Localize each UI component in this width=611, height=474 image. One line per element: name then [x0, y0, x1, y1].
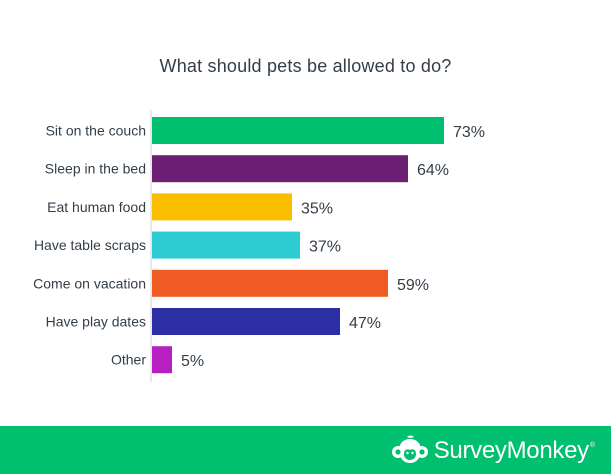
- chart-title: What should pets be allowed to do?: [159, 56, 452, 76]
- value-label: 64%: [417, 162, 449, 179]
- value-label: 47%: [349, 315, 381, 332]
- bar: [152, 269, 388, 297]
- category-label: Have table scraps: [34, 237, 146, 253]
- category-label: Other: [111, 352, 146, 368]
- category-label: Sleep in the bed: [45, 161, 146, 177]
- brand-logo[interactable]: SurveyMonkey ®: [390, 434, 595, 468]
- category-label: Have play dates: [46, 314, 146, 330]
- bar: [152, 117, 444, 144]
- value-label: 73%: [453, 124, 485, 141]
- bar: [152, 308, 340, 335]
- bar: [152, 346, 172, 374]
- value-label: 5%: [181, 353, 204, 370]
- bar: [152, 155, 408, 183]
- category-label: Sit on the couch: [46, 123, 146, 139]
- value-label: 59%: [397, 277, 429, 294]
- surveymonkey-logo-icon: [391, 435, 428, 463]
- bars-group: Sit on the couch 73% Sleep in the bed 64% Ea…: [33, 117, 485, 374]
- bar: [152, 193, 292, 221]
- brand-name: SurveyMonkey: [433, 437, 589, 464]
- brand-registered-mark: ®: [589, 442, 595, 449]
- footer-bar: SurveyMonkey ®: [0, 426, 611, 474]
- value-label: 37%: [309, 239, 341, 256]
- category-label: Come on vacation: [33, 275, 146, 291]
- category-label: Eat human food: [47, 199, 146, 215]
- bar: [152, 231, 300, 259]
- bar-chart: Sit on the couch 73% Sleep in the bed 64% Ea…: [33, 110, 485, 382]
- value-label: 35%: [301, 200, 333, 217]
